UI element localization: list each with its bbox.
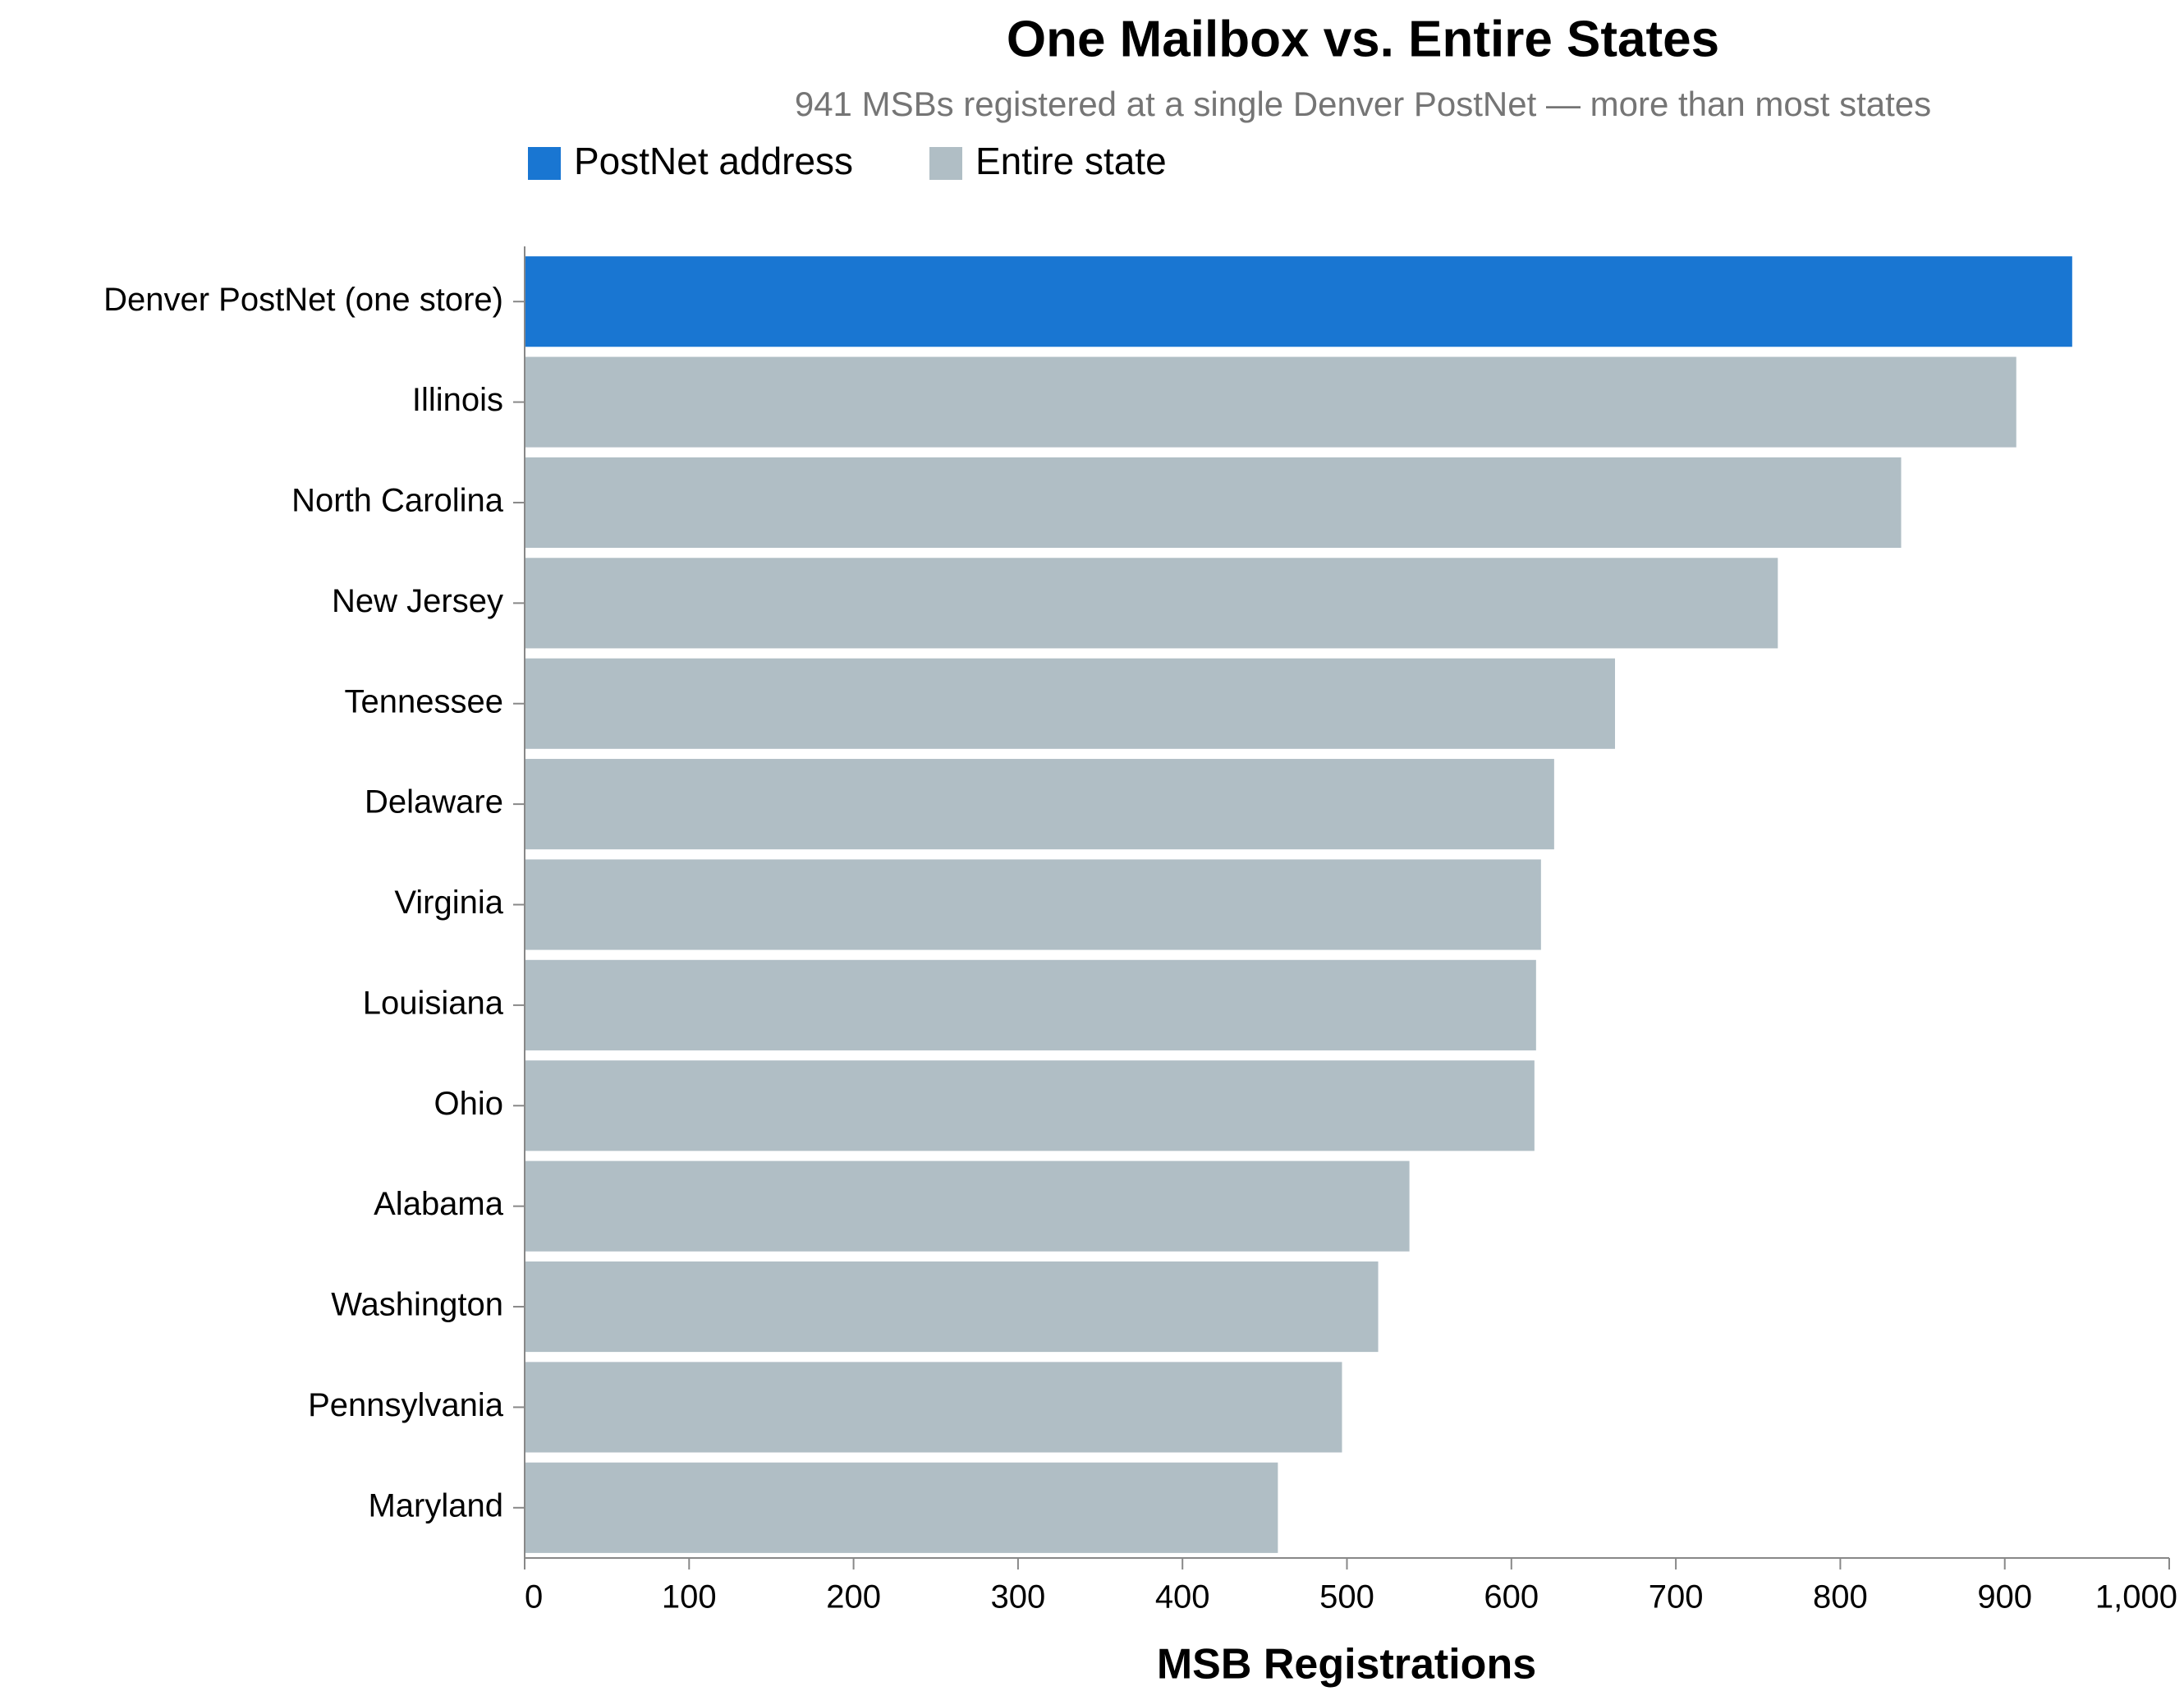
x-tick-label: 1,000 — [2095, 1579, 2177, 1615]
bar — [525, 759, 1554, 850]
legend-swatch — [929, 147, 962, 180]
x-tick-label: 800 — [1813, 1579, 1868, 1615]
x-tick-label: 300 — [991, 1579, 1046, 1615]
bar — [525, 558, 1778, 649]
y-tick-label: Tennessee — [345, 683, 503, 719]
y-tick-label: Virginia — [394, 885, 503, 921]
bar — [525, 1060, 1535, 1151]
y-tick-label: Denver PostNet (one store) — [103, 282, 503, 318]
y-tick-label: Ohio — [434, 1086, 504, 1122]
x-tick-label: 900 — [1977, 1579, 2032, 1615]
legend-label: PostNet address — [574, 140, 853, 182]
legend-label: Entire state — [975, 140, 1167, 182]
x-tick-label: 700 — [1649, 1579, 1704, 1615]
bar — [525, 356, 2017, 448]
bar — [525, 658, 1615, 749]
x-tick-label: 400 — [1155, 1579, 1210, 1615]
y-tick-label: North Carolina — [291, 483, 504, 519]
y-tick-label: Washington — [331, 1287, 503, 1323]
legend-swatch — [528, 147, 561, 180]
bar — [525, 959, 1536, 1050]
y-tick-label: Illinois — [412, 382, 503, 418]
bar — [525, 1362, 1342, 1453]
chart-subtitle: 941 MSBs registered at a single Denver P… — [795, 85, 1931, 123]
x-tick-label: 100 — [662, 1579, 717, 1615]
x-tick-label: 600 — [1484, 1579, 1539, 1615]
bar — [525, 457, 1902, 549]
y-tick-label: Delaware — [365, 784, 503, 820]
y-tick-label: Maryland — [368, 1487, 503, 1523]
bar — [525, 1160, 1410, 1252]
y-tick-label: New Jersey — [332, 583, 503, 619]
y-tick-label: Pennsylvania — [308, 1387, 504, 1423]
x-tick-label: 200 — [826, 1579, 881, 1615]
bar — [525, 1261, 1379, 1353]
x-axis-title: MSB Registrations — [1157, 1641, 1536, 1689]
y-tick-label: Alabama — [374, 1186, 504, 1222]
y-tick-label: Louisiana — [363, 985, 504, 1021]
chart-title: One Mailbox vs. Entire States — [1007, 11, 1719, 67]
x-tick-label: 0 — [525, 1579, 543, 1615]
x-tick-label: 500 — [1319, 1579, 1374, 1615]
bar — [525, 256, 2072, 347]
bar — [525, 859, 1541, 950]
bar — [525, 1462, 1278, 1553]
